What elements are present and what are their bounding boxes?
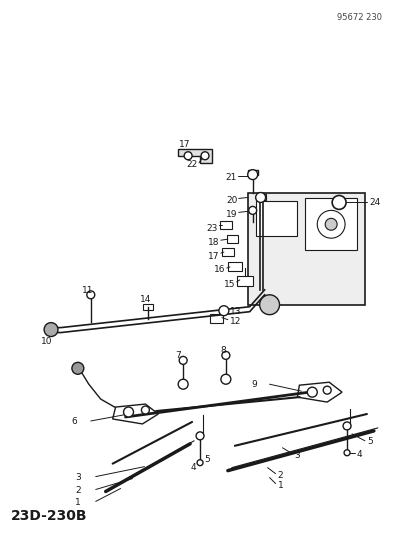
Circle shape — [306, 387, 316, 397]
Polygon shape — [297, 382, 341, 402]
Text: 12: 12 — [229, 317, 241, 326]
Text: 19: 19 — [226, 210, 237, 219]
Text: 6: 6 — [71, 417, 77, 426]
Text: 21: 21 — [225, 173, 236, 182]
Text: 17: 17 — [179, 140, 190, 149]
Text: 24: 24 — [368, 198, 379, 207]
Bar — [236, 276, 252, 286]
Bar — [255, 195, 265, 200]
Circle shape — [316, 211, 344, 238]
Text: 16: 16 — [214, 265, 225, 274]
Circle shape — [325, 219, 336, 230]
Circle shape — [247, 169, 257, 180]
Circle shape — [179, 357, 187, 365]
Text: 23: 23 — [206, 224, 217, 233]
Bar — [221, 248, 233, 256]
Bar — [143, 304, 153, 310]
Circle shape — [323, 386, 330, 394]
Bar — [219, 221, 231, 229]
Text: 15: 15 — [224, 280, 235, 289]
Text: 11: 11 — [82, 286, 93, 295]
Text: 8: 8 — [219, 346, 225, 355]
Circle shape — [184, 152, 192, 160]
Circle shape — [259, 295, 279, 314]
Circle shape — [255, 192, 265, 203]
Text: 1: 1 — [75, 498, 81, 507]
Circle shape — [248, 206, 256, 214]
Circle shape — [342, 422, 350, 430]
Bar — [227, 262, 241, 271]
Text: 20: 20 — [226, 196, 237, 205]
Text: 3: 3 — [75, 473, 81, 482]
Text: 95672 230: 95672 230 — [336, 13, 381, 22]
Polygon shape — [178, 149, 211, 163]
Text: 22: 22 — [186, 160, 197, 169]
Bar — [247, 169, 257, 175]
Polygon shape — [112, 404, 158, 424]
Circle shape — [197, 459, 202, 466]
Bar — [261, 302, 277, 308]
Text: 5: 5 — [366, 437, 372, 446]
Text: 5: 5 — [204, 455, 209, 464]
Text: 4: 4 — [190, 463, 196, 472]
Text: 18: 18 — [208, 238, 219, 247]
Bar — [305, 198, 356, 250]
Circle shape — [87, 291, 95, 299]
Circle shape — [72, 362, 83, 374]
Bar — [247, 193, 364, 305]
Text: 10: 10 — [41, 337, 53, 346]
Bar — [209, 314, 222, 322]
Text: 13: 13 — [229, 307, 241, 316]
Text: 2: 2 — [277, 471, 282, 480]
Text: 7: 7 — [175, 351, 180, 360]
Bar — [255, 201, 297, 236]
Text: 4: 4 — [356, 450, 362, 459]
Text: 2: 2 — [75, 486, 81, 495]
Circle shape — [221, 351, 229, 359]
Text: 23D-230B: 23D-230B — [11, 510, 88, 523]
Circle shape — [343, 450, 349, 456]
Circle shape — [196, 432, 204, 440]
Bar — [226, 235, 237, 243]
Text: 1: 1 — [277, 481, 282, 490]
Circle shape — [221, 374, 230, 384]
Circle shape — [218, 306, 228, 316]
Circle shape — [178, 379, 188, 389]
Text: 14: 14 — [140, 295, 151, 304]
Circle shape — [123, 407, 133, 417]
Text: 17: 17 — [208, 252, 219, 261]
Circle shape — [141, 406, 149, 414]
Circle shape — [44, 322, 58, 336]
Text: 9: 9 — [250, 379, 256, 389]
Circle shape — [201, 152, 209, 160]
Circle shape — [331, 196, 345, 209]
Text: 3: 3 — [294, 451, 299, 460]
